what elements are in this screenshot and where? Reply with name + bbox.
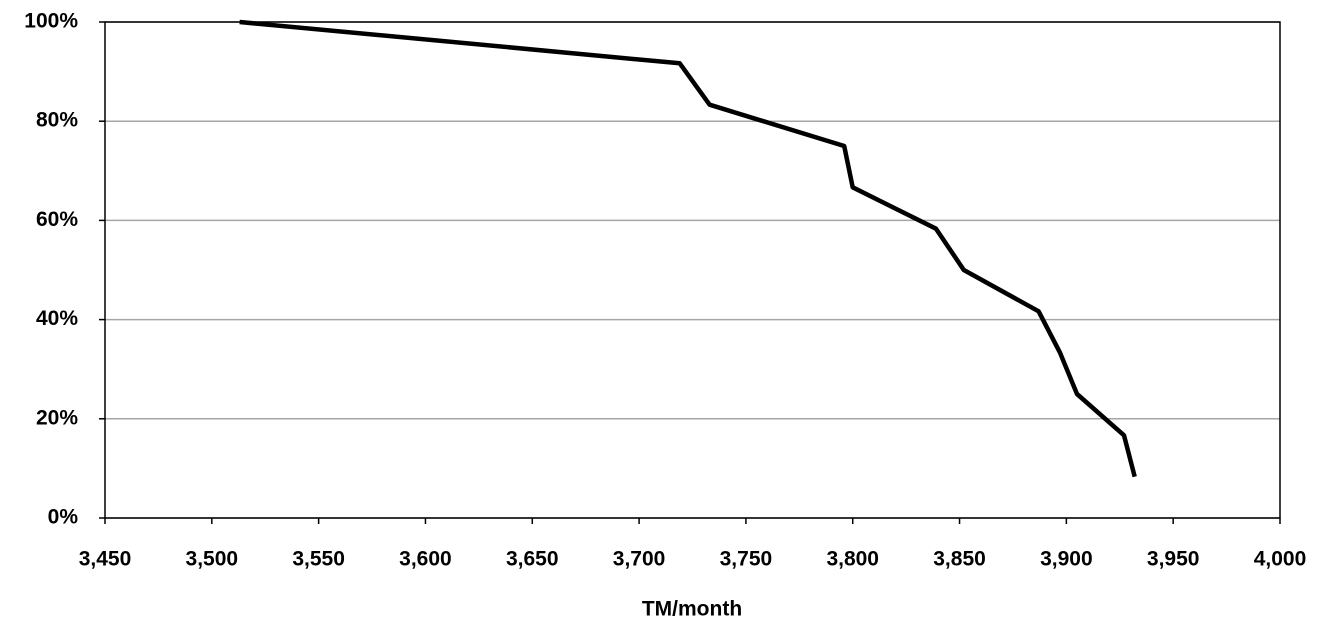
x-tick-label: 3,700 <box>613 548 666 571</box>
x-axis-label: TM/month <box>642 598 742 621</box>
x-tick-label: 3,650 <box>506 548 559 571</box>
y-tick-label: 20% <box>36 406 78 429</box>
x-tick-label: 3,550 <box>292 548 345 571</box>
data-line <box>239 19 1137 478</box>
y-tick-label: 100% <box>24 10 78 33</box>
x-tick-label: 3,450 <box>79 548 132 571</box>
x-tick-label: 4,000 <box>1254 548 1307 571</box>
x-tick-label: 3,600 <box>399 548 452 571</box>
x-tick-label: 3,950 <box>1147 548 1200 571</box>
y-tick-label: 60% <box>36 208 78 231</box>
x-tick-label: 3,750 <box>720 548 773 571</box>
x-tick-label: 3,900 <box>1040 548 1093 571</box>
y-tick-label: 80% <box>36 109 78 132</box>
x-tick-label: 3,850 <box>933 548 986 571</box>
x-tick-label: 3,500 <box>186 548 239 571</box>
y-tick-label: 0% <box>48 506 79 529</box>
plot-border <box>104 21 1281 519</box>
x-tick-label: 3,800 <box>826 548 879 571</box>
y-tick-label: 40% <box>36 307 78 330</box>
